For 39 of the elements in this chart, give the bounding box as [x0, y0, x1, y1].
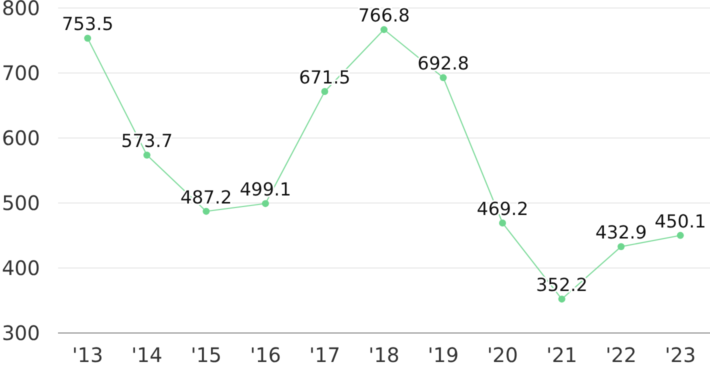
- x-tick-label: '19: [428, 343, 459, 367]
- data-label: 469.2: [476, 199, 528, 220]
- y-tick-label: 600: [2, 126, 40, 150]
- point: [440, 74, 447, 82]
- data-label: 432.9: [595, 222, 647, 244]
- x-tick-label: '18: [368, 343, 400, 367]
- y-tick-label: 700: [2, 61, 40, 85]
- data-label: 766.8: [358, 6, 410, 27]
- y-tick-label: 500: [2, 191, 40, 215]
- data-label: 573.7: [121, 131, 173, 152]
- x-tick-label: '17: [309, 343, 340, 367]
- point: [202, 208, 210, 215]
- point: [618, 243, 625, 250]
- y-tick-label: 800: [2, 0, 40, 20]
- x-tick-label: '20: [487, 343, 518, 367]
- x-tick-label: '15: [190, 343, 222, 367]
- data-label: 450.1: [654, 211, 706, 232]
- x-tick-label: '13: [72, 343, 104, 367]
- data-label: 671.5: [298, 68, 350, 89]
- data-label: 487.2: [180, 187, 232, 208]
- point: [84, 34, 92, 42]
- x-tick-label: '14: [131, 343, 162, 367]
- point: [380, 26, 388, 34]
- y-tick-label: 400: [2, 256, 40, 280]
- point: [321, 88, 328, 96]
- x-tick-label: '16: [250, 343, 281, 367]
- data-label: 753.5: [62, 14, 114, 36]
- x-tick-label: '22: [606, 343, 637, 367]
- point: [143, 152, 150, 159]
- data-label: 499.1: [240, 180, 292, 201]
- data-label: 692.8: [418, 54, 470, 75]
- data-label: 352.2: [536, 275, 588, 296]
- point: [499, 220, 506, 227]
- point: [558, 296, 566, 303]
- point: [676, 232, 684, 239]
- point: [262, 200, 269, 208]
- x-tick-label: '21: [546, 343, 578, 367]
- x-tick-label: '23: [664, 343, 696, 367]
- y-tick-label: 300: [2, 321, 40, 345]
